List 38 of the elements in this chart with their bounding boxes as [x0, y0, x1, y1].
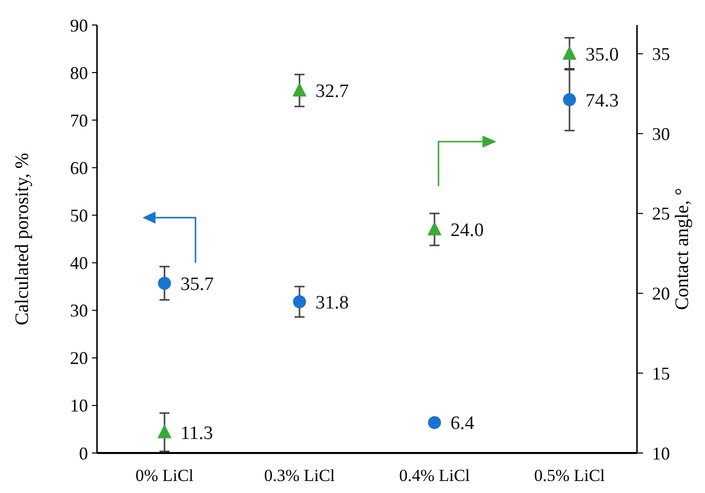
x-tick-label: 0.3% LiCl — [264, 466, 336, 485]
data-label: 11.3 — [180, 422, 214, 444]
x-tick-label: 0.4% LiCl — [399, 466, 470, 485]
y2-tick-label: 20 — [652, 284, 670, 304]
y2-tick-label: 35 — [652, 44, 670, 64]
y2-tick-label: 30 — [652, 124, 670, 144]
point — [158, 424, 172, 438]
y-tick-label: 10 — [70, 396, 88, 416]
y2-tick-label: 25 — [652, 204, 670, 224]
data-label: 31.8 — [316, 292, 349, 314]
point — [292, 82, 306, 96]
y-axis-title: Calculated porosity, % — [12, 152, 33, 326]
y-tick-label: 0 — [79, 443, 88, 464]
y-tick-label: 20 — [70, 348, 88, 368]
data-label: 32.7 — [316, 81, 349, 102]
y-tick-label: 40 — [70, 253, 88, 274]
x-tick-label: 0.5% LiCl — [534, 466, 606, 485]
point — [563, 93, 576, 106]
y2-tick-label: 10 — [652, 443, 670, 464]
point — [562, 46, 576, 60]
data-label: 6.4 — [450, 413, 475, 434]
data-label: 24.0 — [450, 220, 484, 242]
y-tick-label: 50 — [70, 206, 88, 226]
y-tick-label: 90 — [70, 15, 88, 36]
point — [158, 276, 171, 290]
x-tick-label: 0% LiCl — [135, 466, 194, 485]
data-label: 35.0 — [586, 44, 619, 66]
point — [428, 416, 441, 430]
y-tick-label: 80 — [70, 62, 88, 83]
y2-tick-label: 15 — [652, 363, 670, 384]
data-label: 35.7 — [180, 274, 214, 295]
y-tick-label: 60 — [70, 158, 88, 178]
data-label: 74.3 — [586, 90, 619, 112]
y2-axis-title: Contact angle, ° — [672, 188, 693, 310]
point — [293, 295, 306, 308]
point — [428, 221, 442, 236]
y-tick-label: 30 — [70, 300, 88, 321]
y-tick-label: 70 — [70, 110, 88, 130]
